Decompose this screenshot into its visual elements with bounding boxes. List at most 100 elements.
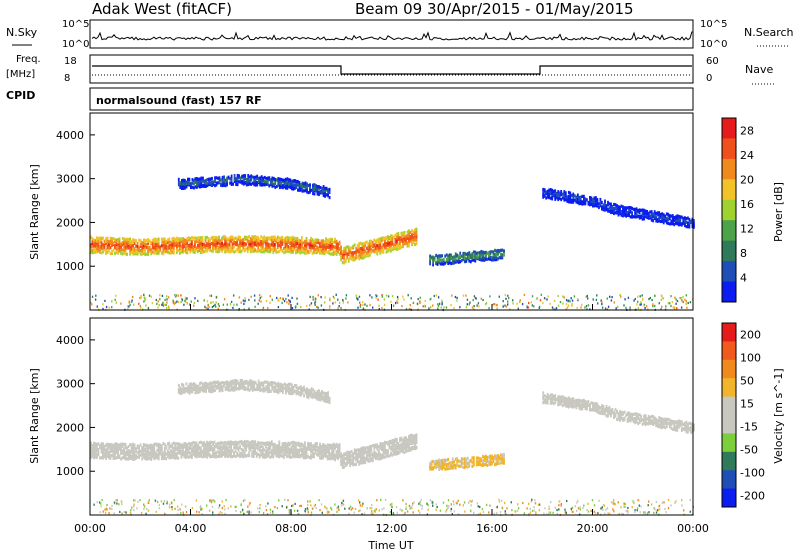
heatmap-cell [157,251,160,255]
heatmap-cell [566,404,569,408]
heatmap-cell [453,255,456,259]
heatmap-cell [93,241,95,246]
heatmap-cell [296,452,299,456]
heatmap-cell [121,243,124,247]
heatmap-cell [659,212,662,217]
heatmap-cell [123,239,125,243]
heatmap-cell [437,307,439,310]
heatmap-cell [288,182,290,186]
heatmap-cell [412,230,415,234]
heatmap-cell [241,383,244,387]
heatmap-cell [97,452,100,456]
heatmap-cell [677,216,680,220]
heatmap-cell [221,381,224,385]
heatmap-cell [682,216,685,220]
heatmap-cell [293,236,296,241]
heatmap-cell [377,240,380,244]
heatmap-cell [141,241,144,245]
heatmap-cell [194,250,196,254]
heatmap-cell [572,397,575,401]
heatmap-cell [361,246,364,250]
heatmap-cell [100,243,103,247]
heatmap-cell [415,227,418,231]
heatmap-cell [179,184,182,188]
heatmap-cell [258,455,261,459]
heatmap-cell [543,398,546,402]
heatmap-cell [105,454,107,458]
heatmap-cell [278,442,281,446]
heatmap-cell [182,249,184,253]
heatmap-cell [472,299,474,302]
heatmap-cell [228,247,231,251]
heatmap-cell [628,211,630,215]
heatmap-cell [637,214,639,218]
heatmap-cell [346,450,349,454]
heatmap-cell [263,441,266,445]
heatmap-cell [300,385,302,389]
heatmap-cell [325,395,328,400]
heatmap-cell [251,175,254,179]
colorbar-segment [722,199,736,221]
heatmap-cell [396,450,398,454]
heatmap-cell [286,249,288,253]
heatmap-cell [171,249,174,253]
heatmap-cell [548,196,551,200]
heatmap-cell [145,245,148,250]
heatmap-cell [444,467,447,471]
heatmap-cell [323,453,326,457]
heatmap-cell [278,244,281,248]
heatmap-cell [685,217,688,221]
heatmap-cell [177,177,180,181]
heatmap-cell [561,192,564,196]
heatmap-cell [661,305,663,308]
heatmap-cell [187,390,189,394]
heatmap-cell [486,459,489,463]
heatmap-cell [197,387,200,391]
heatmap-cell [376,246,379,250]
heatmap-cell [297,180,299,184]
heatmap-cell [266,182,269,186]
heatmap-cell [195,443,198,447]
heatmap-cell [377,242,380,246]
heatmap-cell [376,453,379,457]
heatmap-cell [660,308,662,311]
heatmap-cell [220,381,222,385]
heatmap-cell [322,446,324,450]
heatmap-cell [623,209,626,214]
heatmap-cell [212,384,215,388]
heatmap-cell [321,390,323,394]
heatmap-cell [253,294,256,297]
heatmap-cell [501,461,504,465]
heatmap-cell [106,446,109,450]
heatmap-cell [572,200,575,204]
heatmap-cell [429,260,431,264]
heatmap-cell [213,236,216,240]
heatmap-cell [238,296,241,299]
heatmap-cell [546,298,548,301]
heatmap-cell [177,183,180,187]
heatmap-cell [256,387,259,392]
heatmap-cell [181,184,183,188]
heatmap-cell [321,186,323,190]
heatmap-cell [575,195,578,199]
y-tick-label: 3000 [56,173,84,186]
heatmap-cell [293,455,296,459]
heatmap-cell [266,454,269,458]
heatmap-cell [344,452,347,456]
heatmap-cell [523,293,526,296]
heatmap-cell [643,304,645,307]
heatmap-cell [466,252,469,256]
heatmap-cell [292,389,295,393]
nsky-tick-bottom: 10^0 [62,39,89,50]
heatmap-cell [201,247,204,251]
heatmap-cell [194,185,197,189]
heatmap-cell [632,215,635,219]
heatmap-cell [94,442,97,446]
heatmap-cell [390,249,392,253]
heatmap-cell [217,303,220,306]
heatmap-cell [599,204,602,208]
heatmap-cell [289,389,292,393]
heatmap-cell [340,459,342,463]
heatmap-cell [637,208,639,213]
heatmap-cell [217,307,219,310]
